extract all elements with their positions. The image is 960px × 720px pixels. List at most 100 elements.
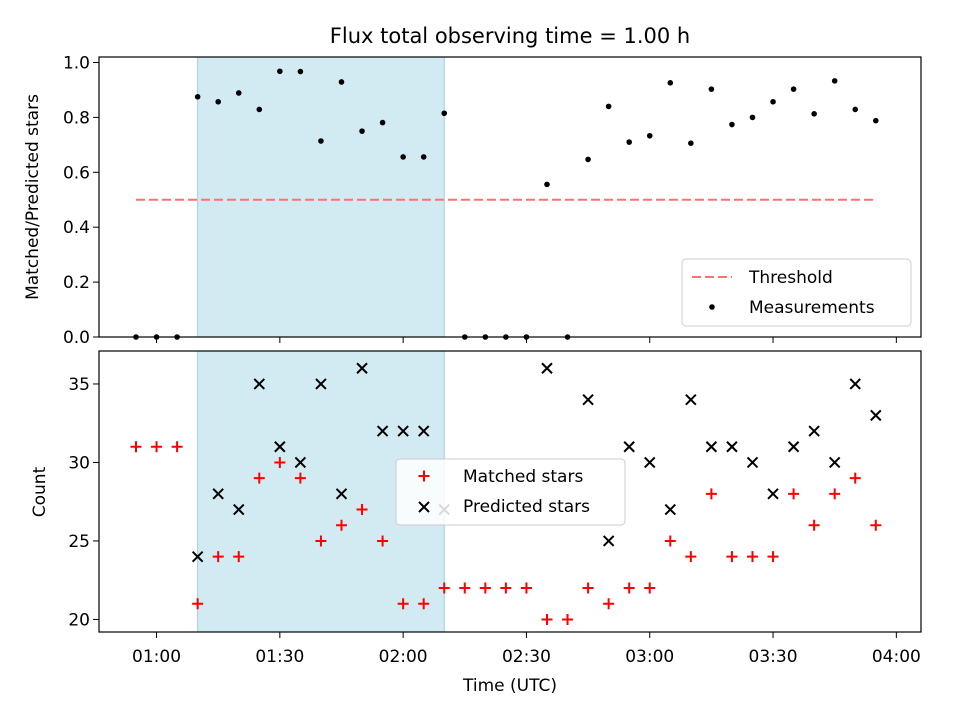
matched-star-marker [582,582,594,594]
matched-star-marker [130,441,142,453]
matched-star-marker [253,472,265,484]
measurement-point [646,132,653,139]
x-axis-label: Time (UTC) [462,676,557,696]
predicted-star-marker [849,378,861,390]
matched-star-marker [274,456,286,468]
chart-title: Flux total observing time = 1.00 h [330,24,690,48]
matched-star-marker [479,582,491,594]
top-panel: 0.0 0.2 0.4 0.6 0.8 1.0 Matched/Predicted sta… [23,53,922,348]
measurement-point [667,80,674,86]
legend-matched-swatch [418,470,430,482]
matched-star-marker [151,441,163,453]
matched-star-marker [459,582,471,594]
top-axes-frame [98,56,922,338]
measurement-point [544,181,550,188]
matched-star-marker [500,582,512,594]
top-y-tick-label: 0.2 [63,273,90,293]
bottom-axes-frame [98,350,922,633]
measurement-point [811,111,817,117]
predicted-star-marker [376,425,389,437]
measurement-point [729,121,735,128]
bottom-legend-box [395,458,626,526]
matched-star-marker [829,488,841,500]
top-y-tick-label: 1.0 [63,53,90,73]
matched-star-marker [233,551,245,563]
measurement-point [194,94,201,100]
x-tick-label: 01:00 [132,647,181,667]
matched-star-marker [294,472,306,484]
measurement-point [852,106,859,113]
legend-predicted-label: Predicted stars [463,497,590,517]
legend-measurements-label: Measurements [749,298,875,318]
measurement-point [338,79,345,85]
predicted-star-marker [356,362,368,374]
legend-matched-label: Matched stars [463,467,583,487]
bottom-y-tick-label: 30 [68,453,90,473]
predicted-star-marker [870,409,882,422]
matched-star-marker [788,488,800,500]
predicted-star-marker [274,441,286,453]
matched-star-marker [644,582,656,594]
measurement-point [400,154,406,160]
x-tick-label: 03:30 [749,647,798,667]
matched-star-marker [849,472,861,484]
predicted-star-markers [191,362,882,563]
matched-star-marker [767,551,779,563]
predicted-star-marker [602,535,615,547]
matched-star-marker [438,582,450,594]
matched-star-marker [356,504,368,516]
matched-star-marker [192,598,204,610]
top-y-axis-label: Matched/Predicted stars [23,94,43,300]
measurement-point [420,154,427,160]
matched-star-marker [664,535,676,547]
predicted-star-marker [787,441,800,453]
measurement-point [235,90,242,96]
matched-star-marker [315,535,327,547]
measurement-point [277,68,283,75]
measurement-point [770,98,776,105]
bottom-y-ticks: 20 25 30 35 [68,375,99,630]
bottom-legend: Matched stars Predicted stars [395,458,626,526]
measurement-point [256,106,263,113]
x-tick-label: 01:30 [255,647,304,667]
predicted-star-marker [726,441,738,453]
measurement-point [359,128,365,134]
predicted-star-marker [233,503,245,516]
predicted-star-marker [397,425,409,437]
matched-star-marker [377,535,389,547]
predicted-star-marker [746,456,759,469]
bottom-y-tick-label: 20 [68,610,90,630]
measurement-point [688,140,694,146]
predicted-star-marker [664,503,676,516]
matched-star-marker [808,519,820,531]
matched-star-marker [562,613,574,625]
top-legend: Threshold Measurements [681,258,912,327]
top-y-tick-label: 0.6 [63,163,90,183]
measurement-point [872,117,879,124]
predicted-star-marker [294,456,307,469]
predicted-star-marker [685,393,697,406]
measurement-point [790,86,797,92]
measurement-point [626,139,632,145]
matched-star-marker [335,519,347,531]
measurement-point [749,114,756,121]
predicted-star-marker [212,488,224,500]
matched-star-marker [520,582,532,594]
measurement-point [831,78,838,84]
bottom-y-tick-label: 35 [68,375,90,395]
top-x-ticks [156,337,897,343]
measurement-point [379,119,386,126]
predicted-star-marker [705,441,718,453]
x-tick-label: 02:30 [502,647,551,667]
predicted-star-marker [767,488,779,500]
predicted-star-marker [541,362,553,374]
matched-star-marker [418,598,430,610]
predicted-star-marker [191,550,204,563]
predicted-star-marker [623,441,635,453]
bottom-y-axis-label: Count [30,466,50,517]
matched-star-marker [171,441,183,453]
predicted-star-marker [315,378,327,390]
measurement-point [605,103,612,110]
x-tick-label: 04:00 [872,647,921,667]
